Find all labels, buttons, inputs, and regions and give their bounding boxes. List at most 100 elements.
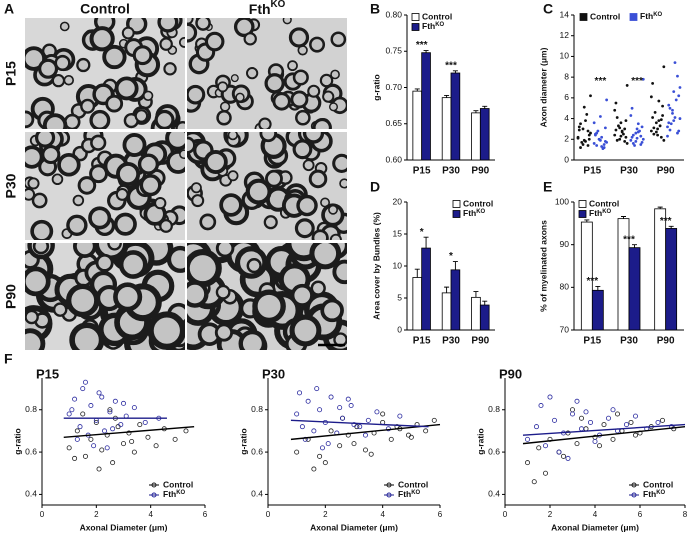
data-point — [657, 119, 661, 123]
y-tick-label: 90 — [560, 239, 570, 249]
data-point — [651, 81, 655, 85]
axon — [137, 153, 160, 175]
bar — [412, 90, 423, 161]
data-point — [142, 419, 148, 425]
data-point — [652, 132, 656, 136]
data-point — [602, 143, 606, 146]
error-bar — [584, 219, 590, 223]
data-point — [656, 133, 659, 137]
panel-letter: C — [543, 1, 553, 17]
data-point — [579, 146, 582, 149]
data-point — [624, 422, 630, 428]
data-point — [592, 142, 596, 145]
axon — [105, 94, 124, 113]
data-point — [525, 436, 531, 442]
y-axis-title: Area cover by Bundles (%) — [371, 212, 381, 320]
data-point — [126, 430, 132, 436]
data-point — [131, 405, 137, 411]
micrograph — [25, 132, 185, 240]
micrograph — [187, 18, 347, 129]
axon — [121, 26, 135, 40]
data-point — [579, 122, 582, 126]
data-point — [600, 145, 604, 148]
data-point — [397, 413, 403, 419]
data-point — [580, 140, 584, 144]
x-tick-label: P30 — [620, 336, 638, 347]
axon — [292, 139, 313, 160]
data-point — [538, 403, 544, 409]
axon — [246, 258, 262, 274]
axon — [259, 132, 278, 143]
axon — [195, 18, 211, 31]
x-tick-label: 2 — [548, 510, 553, 519]
y-axis-title: g-ratio — [371, 74, 381, 100]
y-axis-title: g-ratio — [12, 428, 22, 454]
axon — [142, 90, 154, 101]
axon — [113, 282, 143, 312]
x-tick-label: P15 — [413, 336, 431, 347]
data-point — [72, 455, 78, 461]
data-point — [666, 125, 669, 129]
y-tick-label: 15 — [393, 228, 403, 238]
bar — [479, 304, 490, 331]
data-point — [635, 136, 639, 140]
y-tick-label: 70 — [560, 324, 570, 334]
error-bar — [452, 261, 458, 270]
data-point — [622, 132, 625, 136]
data-point — [673, 61, 677, 65]
axon — [332, 153, 347, 173]
axon — [308, 169, 328, 189]
axon — [328, 102, 338, 112]
annotation: *** — [623, 234, 635, 245]
y-tick-label: 0 — [564, 154, 569, 164]
y-tick-label: 0.4 — [251, 489, 263, 499]
data-point — [305, 398, 311, 404]
x-tick-label: 8 — [683, 510, 688, 519]
data-point — [581, 143, 585, 146]
error-bar — [482, 105, 488, 109]
data-point — [667, 121, 671, 125]
data-point — [131, 449, 137, 455]
x-tick-label: P15 — [413, 166, 431, 177]
axon — [25, 110, 35, 129]
data-point — [623, 127, 627, 131]
data-point — [365, 417, 371, 423]
axon — [235, 92, 245, 103]
legend-label: FthKO — [640, 11, 663, 21]
axon — [310, 280, 326, 296]
x-tick-label: 6 — [638, 510, 643, 519]
axon — [31, 192, 48, 209]
data-point — [579, 415, 585, 421]
data-point — [362, 432, 368, 438]
axon — [328, 204, 338, 215]
data-point — [633, 413, 639, 419]
data-point — [88, 436, 94, 442]
axon — [217, 81, 229, 93]
data-point — [633, 432, 639, 438]
data-point — [294, 411, 300, 417]
data-point — [629, 114, 633, 117]
annotation: * — [449, 251, 453, 262]
axon — [258, 117, 272, 129]
data-point — [669, 122, 673, 126]
axon — [102, 44, 127, 70]
error-bar — [657, 206, 663, 209]
axon — [63, 74, 75, 86]
data-point — [570, 407, 576, 413]
data-point — [588, 419, 594, 425]
data-point — [615, 411, 621, 417]
axon — [159, 219, 173, 233]
legend-marker — [386, 492, 392, 498]
data-point — [585, 113, 589, 116]
data-point — [595, 144, 599, 147]
data-point — [311, 466, 317, 472]
data-point — [317, 407, 323, 413]
axon — [227, 132, 239, 141]
bar — [665, 228, 678, 331]
annotation: *** — [445, 60, 457, 71]
error-bar — [423, 236, 429, 249]
axon — [330, 31, 347, 48]
axon — [118, 250, 148, 279]
legend-label: FthKO — [398, 489, 421, 499]
data-point — [582, 105, 586, 109]
